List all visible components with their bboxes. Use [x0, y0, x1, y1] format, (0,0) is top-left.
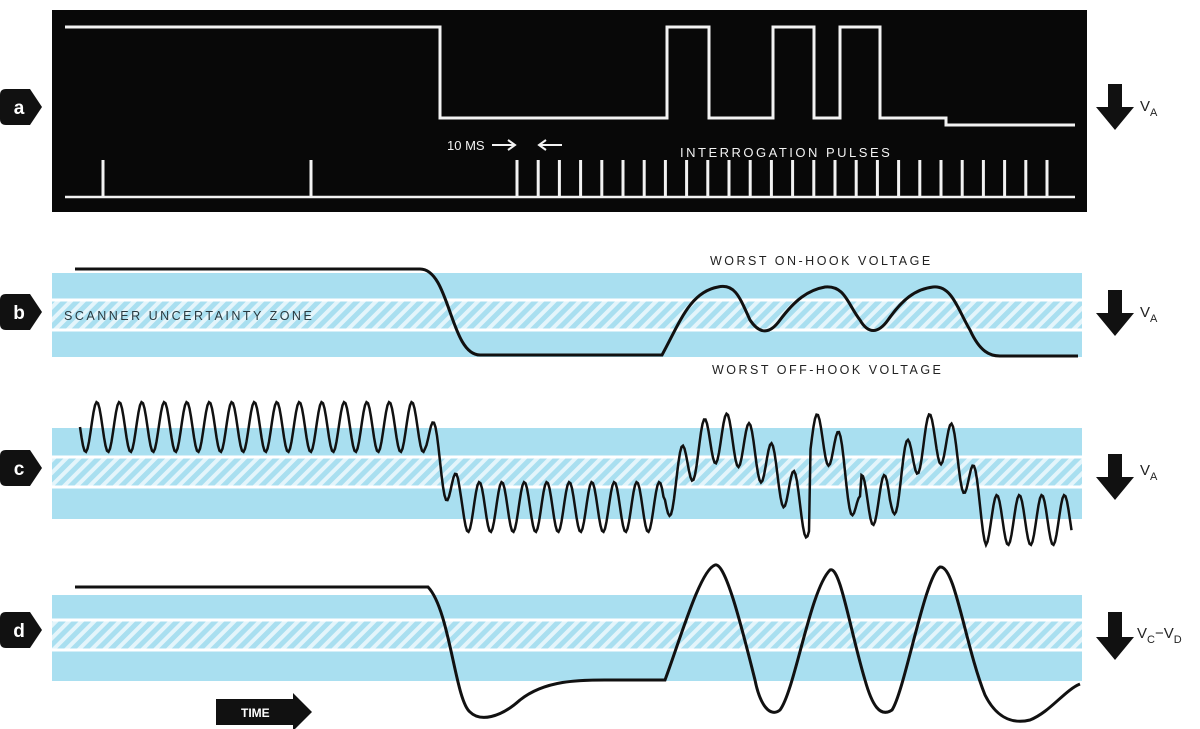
- interval-arrow-right: [537, 139, 562, 151]
- down-arrow-icon: [1096, 84, 1134, 130]
- zone-label: SCANNER UNCERTAINTY ZONE: [64, 309, 314, 323]
- label-marker-icon: [0, 89, 42, 125]
- trace-b: [75, 267, 1078, 358]
- label-marker-a: a: [0, 89, 42, 125]
- panel-a: 10 MS INTERROGATION PULSES: [52, 10, 1087, 212]
- panel-b: SCANNER UNCERTAINTY ZONE WORST ON-HOOK V…: [52, 254, 1082, 377]
- signal-indicator-d: VC−VD: [1096, 612, 1182, 660]
- panel-label-d: d: [13, 621, 25, 642]
- panel-label-a: a: [14, 98, 25, 119]
- signal-label-b: VA: [1140, 304, 1158, 325]
- interrogation-pulses: [101, 160, 1049, 197]
- signal-label-c: VA: [1140, 462, 1158, 483]
- down-arrow-icon: [1096, 454, 1134, 500]
- signal-label-d: VC−VD: [1137, 625, 1182, 646]
- label-marker-icon: [0, 612, 42, 648]
- scope-screen: [52, 10, 1087, 212]
- off-hook-label: WORST OFF-HOOK VOLTAGE: [712, 363, 943, 377]
- uncertainty-zone-c: [52, 457, 1082, 487]
- signal-indicator-a: VA: [1096, 84, 1158, 130]
- label-marker-icon: [0, 450, 42, 486]
- label-marker-b: b: [0, 294, 42, 330]
- label-marker-d: d: [0, 612, 42, 648]
- interval-label: 10 MS: [447, 138, 485, 153]
- uncertainty-zone-d: [52, 620, 1082, 650]
- panel-c: [52, 400, 1082, 549]
- time-label: TIME: [241, 706, 270, 720]
- signal-indicator-c: VA: [1096, 454, 1158, 500]
- label-marker-icon: [0, 294, 42, 330]
- on-hook-label: WORST ON-HOOK VOLTAGE: [710, 254, 933, 268]
- pulses-label: INTERROGATION PULSES: [680, 145, 892, 160]
- signal-label-a: VA: [1140, 98, 1158, 119]
- down-arrow-icon: [1096, 612, 1134, 660]
- scope-voltage-trace: [65, 25, 1075, 127]
- down-arrow-icon: [1096, 290, 1134, 336]
- trace-d: [75, 563, 1081, 723]
- panel-label-c: c: [14, 459, 25, 480]
- label-marker-c: c: [0, 450, 42, 486]
- uncertainty-zone-b: [52, 300, 1082, 330]
- interval-arrow-left: [492, 139, 517, 151]
- panel-label-b: b: [13, 303, 25, 324]
- right-arrow-icon: [216, 693, 312, 729]
- panel-d: TIME: [52, 563, 1082, 729]
- signal-indicator-b: VA: [1096, 290, 1158, 336]
- trace-c: [78, 400, 1073, 549]
